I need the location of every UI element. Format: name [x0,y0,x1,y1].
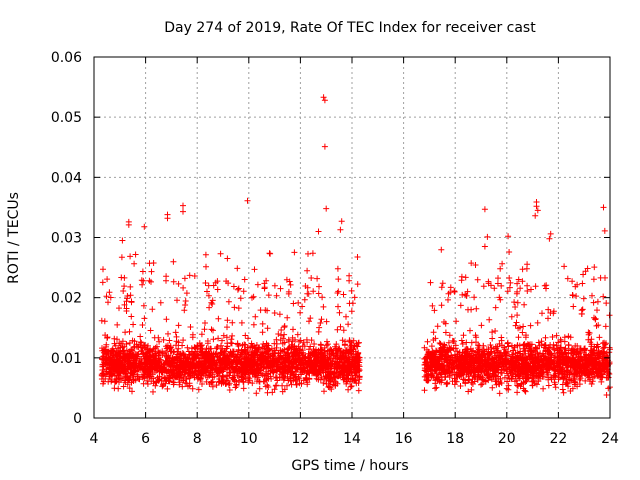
y-tick-label: 0.05 [51,110,82,126]
roti-data-points [98,94,613,398]
x-tick-label: 14 [343,431,361,447]
y-tick-label: 0.02 [51,291,82,307]
chart-title: Day 274 of 2019, Rate Of TEC Index for r… [164,20,536,36]
x-tick-label: 20 [498,431,516,447]
x-tick-label: 8 [193,431,202,447]
y-tick-label: 0.01 [51,351,82,367]
y-tick-label: 0.06 [51,50,82,66]
grid-layer [94,57,610,418]
x-tick-label: 12 [291,431,309,447]
data-points-layer [98,94,613,398]
x-tick-label: 6 [141,431,150,447]
y-tick-label: 0.04 [51,170,82,186]
x-tick-label: 4 [90,431,99,447]
y-tick-label: 0 [73,411,82,427]
x-tick-label: 24 [601,431,619,447]
x-axis-label: GPS time / hours [291,458,408,474]
y-tick-label: 0.03 [51,231,82,247]
y-axis-label: ROTI / TECUs [6,192,22,284]
x-tick-label: 22 [549,431,567,447]
x-tick-label: 10 [240,431,258,447]
x-tick-label: 16 [395,431,413,447]
x-tick-label: 18 [446,431,464,447]
ticks-layer [93,56,611,419]
tick-labels-layer: 4 6 8 10 12 14 16 18 20 22 24 0 0.01 0.02 0.03 0.04 0.05… [51,50,619,447]
